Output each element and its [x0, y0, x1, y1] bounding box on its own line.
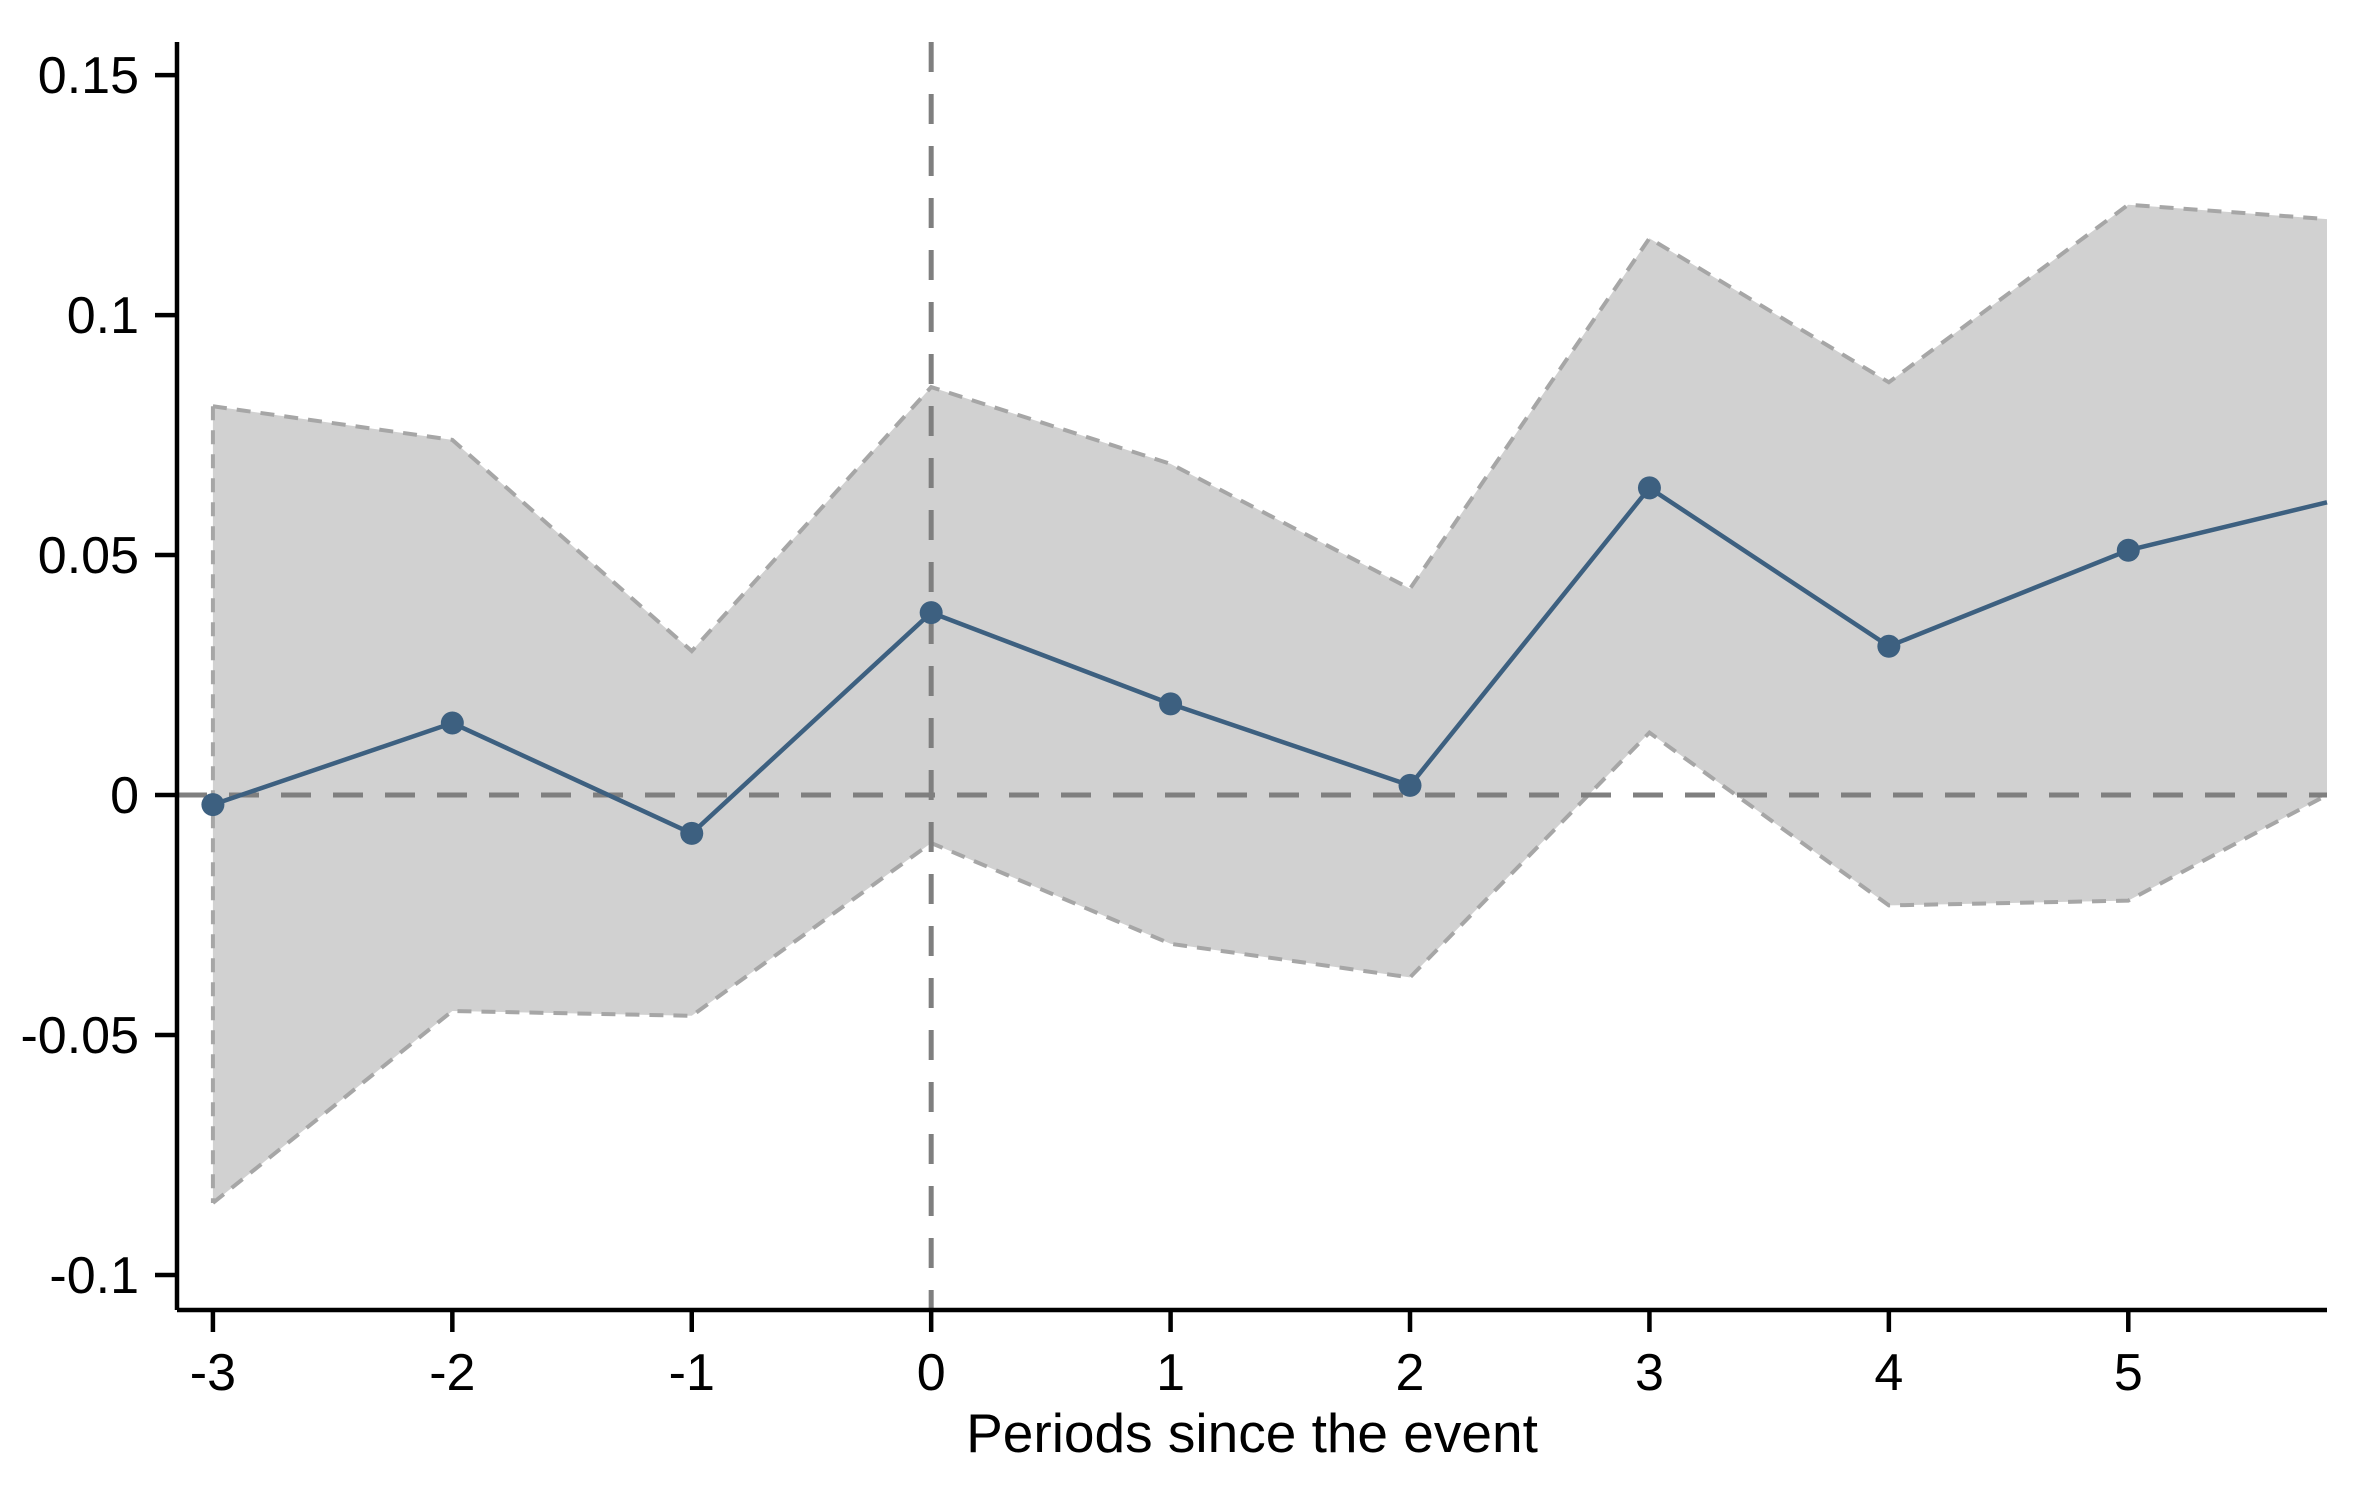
x-tick-label: 1 [1156, 1344, 1185, 1402]
y-tick-label: 0 [110, 767, 139, 825]
data-point-marker [1159, 692, 1183, 716]
x-tick-label: 2 [1396, 1344, 1425, 1402]
data-point-marker [440, 711, 464, 735]
y-tick-label: -0.1 [49, 1247, 139, 1305]
data-point-marker [1398, 773, 1422, 797]
x-tick-label: 4 [1874, 1344, 1903, 1402]
data-point-marker [1637, 476, 1661, 500]
data-point-marker [680, 821, 704, 845]
x-tick-label: 3 [1635, 1344, 1664, 1402]
band-border-upper [212, 202, 2328, 654]
x-tick-label: 5 [2114, 1344, 2143, 1402]
y-tick-label: 0.05 [38, 527, 139, 585]
x-axis-title: Periods since the event [966, 1402, 1538, 1464]
band-border-lower [211, 730, 2328, 1205]
x-tick-label: -3 [190, 1344, 236, 1402]
coefficient-line [212, 484, 2328, 837]
data-point-marker [2116, 538, 2140, 562]
y-tick-label: 0.1 [67, 287, 139, 345]
y-tick-label: 0.15 [38, 47, 139, 105]
data-point-marker [1877, 634, 1901, 658]
x-tick-label: 0 [917, 1344, 946, 1402]
x-tick-label: -1 [669, 1344, 715, 1402]
y-tick-label: -0.05 [20, 1007, 139, 1065]
x-tick-label: -2 [429, 1344, 475, 1402]
confidence-band [212, 204, 2328, 1203]
data-point-marker [201, 793, 225, 817]
data-point-marker [919, 601, 943, 625]
